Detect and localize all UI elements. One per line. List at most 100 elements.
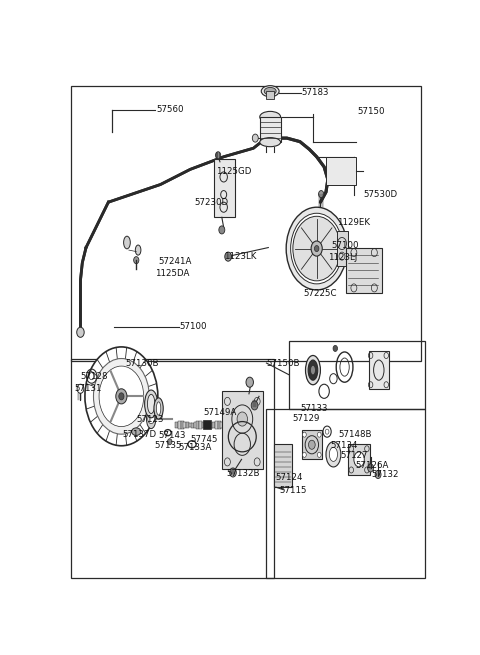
Text: 57123: 57123 — [136, 415, 164, 424]
Text: 57126A: 57126A — [356, 461, 389, 470]
Circle shape — [94, 358, 149, 434]
Text: 57128: 57128 — [81, 371, 108, 381]
Bar — [266, 409, 424, 578]
Text: 57149A: 57149A — [203, 409, 237, 417]
Bar — [178, 421, 181, 429]
Text: 57530D: 57530D — [363, 190, 397, 199]
Bar — [348, 444, 370, 474]
Bar — [196, 421, 200, 429]
Text: 57150B: 57150B — [266, 358, 300, 367]
Bar — [326, 157, 356, 185]
Text: 57150: 57150 — [358, 107, 385, 116]
Text: 57115: 57115 — [279, 486, 307, 495]
Text: 57124: 57124 — [275, 472, 302, 481]
Bar — [202, 422, 205, 428]
Text: 57133A: 57133A — [178, 443, 212, 453]
Text: 57127: 57127 — [340, 451, 368, 460]
Bar — [222, 391, 263, 470]
Ellipse shape — [156, 402, 161, 415]
Circle shape — [317, 432, 321, 437]
Bar — [210, 422, 213, 428]
Circle shape — [293, 216, 340, 281]
Bar — [274, 444, 292, 487]
Circle shape — [302, 432, 306, 437]
Ellipse shape — [147, 394, 155, 413]
Bar — [175, 422, 179, 428]
Text: 57100: 57100 — [179, 322, 206, 331]
Circle shape — [99, 366, 144, 426]
Text: 57135: 57135 — [154, 441, 181, 450]
Bar — [302, 430, 322, 459]
Circle shape — [252, 134, 258, 142]
Ellipse shape — [260, 138, 281, 147]
Bar — [337, 231, 348, 266]
Circle shape — [333, 345, 337, 352]
Text: 57130B: 57130B — [125, 359, 158, 368]
Circle shape — [317, 453, 321, 457]
Circle shape — [116, 389, 127, 404]
Ellipse shape — [154, 398, 163, 419]
Bar — [220, 422, 223, 428]
Circle shape — [314, 246, 319, 252]
Circle shape — [309, 440, 315, 449]
Text: 57132B: 57132B — [227, 468, 260, 477]
Text: 57143: 57143 — [158, 431, 186, 440]
Ellipse shape — [146, 409, 156, 428]
Ellipse shape — [260, 111, 281, 122]
Text: 1125DA: 1125DA — [155, 269, 189, 278]
Circle shape — [311, 241, 322, 256]
Text: 57100: 57100 — [332, 240, 359, 250]
Bar — [223, 422, 226, 428]
Bar — [191, 422, 194, 428]
Ellipse shape — [264, 87, 276, 95]
Ellipse shape — [329, 447, 337, 461]
Ellipse shape — [308, 360, 318, 380]
Bar — [215, 421, 218, 429]
Circle shape — [319, 191, 324, 198]
Circle shape — [375, 470, 381, 479]
Ellipse shape — [124, 236, 130, 249]
Circle shape — [368, 464, 373, 472]
Circle shape — [302, 453, 306, 457]
Text: 57134: 57134 — [331, 441, 358, 450]
Text: 57129: 57129 — [292, 413, 320, 422]
Circle shape — [225, 252, 231, 261]
Bar — [260, 117, 281, 142]
Bar — [215, 159, 235, 217]
Bar — [183, 422, 186, 428]
Ellipse shape — [135, 245, 141, 255]
Ellipse shape — [306, 356, 321, 384]
Bar — [217, 421, 221, 429]
Text: 57745: 57745 — [190, 435, 218, 443]
Text: 57148B: 57148B — [338, 430, 372, 439]
Ellipse shape — [132, 428, 141, 436]
Text: 57183: 57183 — [302, 88, 329, 97]
Circle shape — [85, 347, 158, 446]
Text: 57133: 57133 — [300, 404, 327, 413]
Circle shape — [216, 152, 221, 159]
Bar — [71, 86, 421, 361]
Circle shape — [148, 415, 155, 424]
Text: 1129EK: 1129EK — [337, 218, 370, 227]
Bar — [199, 421, 202, 429]
Bar — [203, 420, 211, 429]
Bar — [212, 422, 216, 428]
Bar — [180, 421, 184, 429]
Bar — [204, 422, 207, 428]
Circle shape — [370, 252, 377, 261]
Bar — [369, 351, 389, 389]
Bar — [71, 358, 274, 578]
Bar — [266, 91, 274, 99]
Ellipse shape — [261, 86, 279, 97]
Ellipse shape — [326, 441, 341, 467]
Circle shape — [229, 468, 236, 477]
Text: 57560: 57560 — [156, 105, 184, 115]
Text: 57131: 57131 — [75, 384, 102, 393]
Text: 57241A: 57241A — [158, 257, 192, 266]
Bar — [207, 423, 210, 427]
Text: 57230D: 57230D — [194, 198, 228, 207]
Circle shape — [290, 214, 343, 284]
Bar — [194, 422, 197, 428]
Text: 57137D: 57137D — [122, 430, 156, 439]
Ellipse shape — [311, 365, 315, 375]
